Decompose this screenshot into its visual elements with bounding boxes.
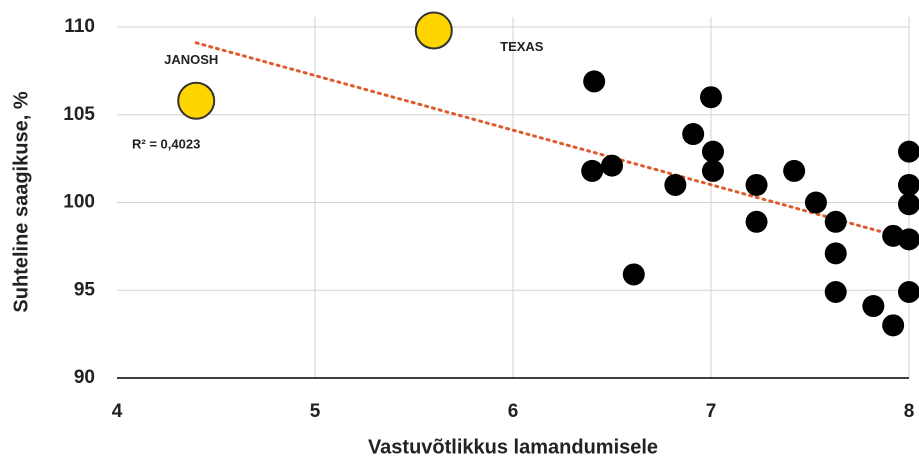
point-label: JANOSH <box>164 52 218 67</box>
data-point <box>581 159 604 182</box>
trendline <box>194 41 911 241</box>
y-tick-label: 95 <box>74 279 96 300</box>
y-tick-label: 105 <box>63 104 95 125</box>
data-point <box>700 86 722 109</box>
data-point <box>701 159 724 182</box>
x-tick-label: 8 <box>904 401 915 422</box>
data-point <box>177 81 216 120</box>
data-point <box>824 242 847 265</box>
annotation: R² = 0,4023 <box>132 136 200 151</box>
data-point <box>601 154 623 177</box>
data-point <box>882 314 905 337</box>
y-tick-label: 100 <box>63 192 95 213</box>
data-point <box>622 263 645 286</box>
data-point <box>862 295 885 318</box>
x-tick-label: 4 <box>112 401 123 422</box>
data-point <box>804 191 827 214</box>
data-point <box>783 159 806 182</box>
data-point <box>682 123 705 146</box>
y-tick-label: 110 <box>64 16 95 37</box>
data-point <box>898 281 919 304</box>
data-point <box>745 173 768 196</box>
data-point <box>898 228 919 251</box>
x-axis-title: Vastuvõtlikkus lamandumisele <box>368 436 658 458</box>
y-tick-label: 90 <box>74 367 95 388</box>
data-point <box>898 173 919 196</box>
data-point <box>898 193 919 216</box>
data-point <box>898 140 919 163</box>
data-point <box>745 210 768 233</box>
data-point <box>414 11 453 50</box>
data-point <box>824 210 847 233</box>
data-point <box>583 70 606 93</box>
x-tick-label: 7 <box>706 401 717 422</box>
y-axis-title: Suhteline saagikuse, % <box>10 91 32 312</box>
data-point <box>664 173 687 196</box>
x-tick-label: 5 <box>310 401 321 422</box>
data-point <box>824 281 847 304</box>
point-label: TEXAS <box>500 39 544 54</box>
data-point <box>701 140 724 163</box>
x-tick-label: 6 <box>508 401 519 422</box>
